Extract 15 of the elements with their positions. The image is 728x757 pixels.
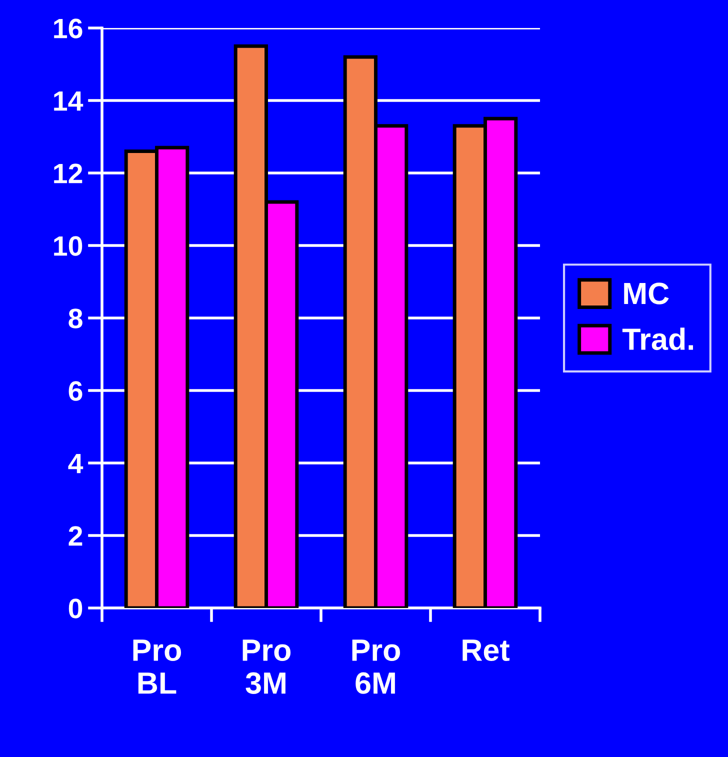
x-tick-label: Ret <box>462 640 510 661</box>
x-tick-label: Pro BL <box>133 640 182 694</box>
y-tick-label: 0 <box>68 598 82 618</box>
x-tick-label: Pro 6M <box>352 640 400 694</box>
y-tick-label: 16 <box>54 18 82 38</box>
y-tick-label: 12 <box>54 164 82 184</box>
y-tick-label: 4 <box>68 454 84 474</box>
y-tick-label: 14 <box>54 91 84 111</box>
x-tick-label: Pro 3M <box>242 640 291 694</box>
y-tick-label: 2 <box>68 526 82 546</box>
legend-label: Trad. <box>622 328 694 350</box>
legend-label: MC <box>624 282 669 304</box>
y-tick-label: 8 <box>68 308 82 328</box>
y-tick-label: 10 <box>54 236 82 256</box>
y-tick-label: 6 <box>68 381 82 401</box>
